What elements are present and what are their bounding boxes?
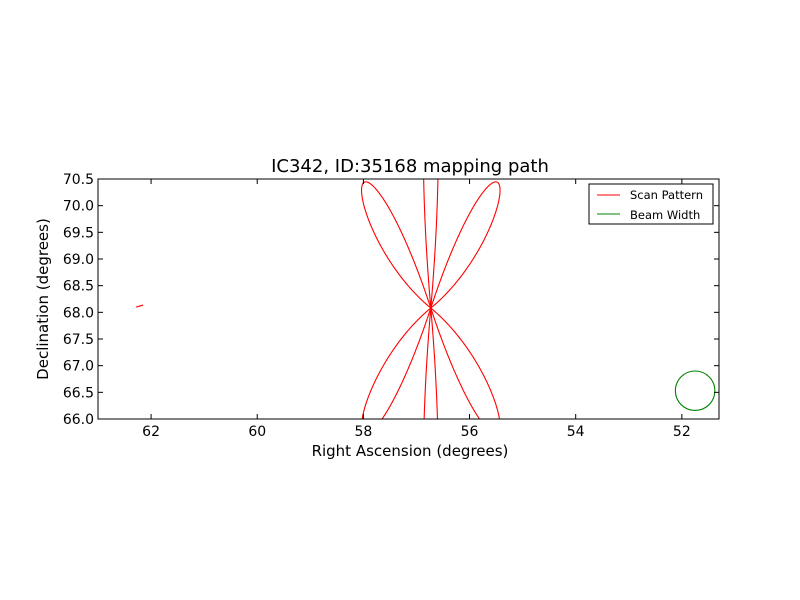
legend-label-scan-pattern: Scan Pattern [630, 188, 703, 202]
x-axis-title: Right Ascension (degrees) [312, 442, 509, 460]
x-axis: 62 60 58 56 54 52 [142, 179, 691, 440]
x-tick-label: 52 [673, 424, 691, 440]
y-tick-label: 69.0 [63, 252, 94, 268]
plot-area [136, 179, 716, 419]
scan-pattern-petal-2 [430, 181, 501, 309]
x-tick-label: 54 [567, 424, 585, 440]
y-axis: 66.0 66.5 67.0 67.5 68.0 68.5 69.0 69.5 70.0 70.5 [63, 172, 719, 428]
x-tick-label: 62 [142, 424, 160, 440]
y-axis-title: Declination (degrees) [34, 218, 52, 380]
beam-width-circle [674, 370, 716, 412]
y-tick-label: 67.0 [63, 359, 94, 375]
y-tick-label: 66.0 [63, 412, 94, 428]
y-tick-label: 67.5 [63, 332, 94, 348]
scan-pattern-petal-1 [423, 179, 439, 309]
legend-box [588, 183, 714, 225]
y-tick-label: 68.5 [63, 279, 94, 295]
legend-label-beam-width: Beam Width [630, 208, 700, 222]
x-tick-label: 56 [461, 424, 479, 440]
y-tick-label: 70.0 [63, 199, 94, 215]
y-tick-label: 68.0 [63, 305, 94, 321]
legend: Scan Pattern Beam Width [588, 183, 714, 225]
chart-title: IC342, ID:35168 mapping path [271, 156, 549, 177]
plot-frame [97, 178, 720, 420]
scan-pattern-start [136, 304, 144, 308]
scan-pattern-petal-3 [430, 307, 500, 419]
x-tick-label: 60 [248, 424, 266, 440]
y-tick-label: 70.5 [63, 172, 94, 188]
scan-pattern-petal-6 [360, 181, 432, 309]
scan-pattern-petal-5 [361, 307, 432, 419]
y-tick-label: 69.5 [63, 225, 94, 241]
y-tick-label: 66.5 [63, 385, 94, 401]
x-tick-label: 58 [354, 424, 372, 440]
